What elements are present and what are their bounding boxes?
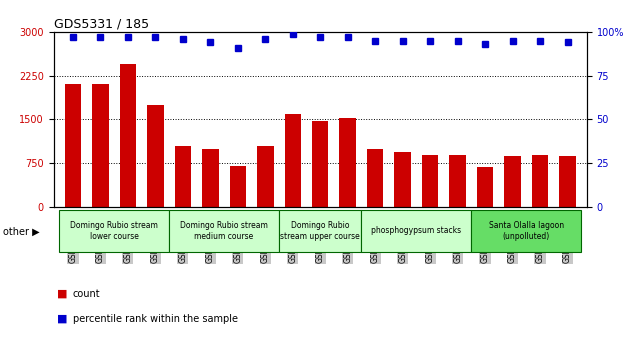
Text: ■: ■ [57, 314, 68, 324]
Bar [230, 166, 246, 207]
Bar [285, 114, 301, 207]
Bar [175, 146, 191, 207]
Bar [362, 210, 471, 252]
Text: ■: ■ [57, 289, 68, 299]
Text: percentile rank within the sample: percentile rank within the sample [73, 314, 237, 324]
Text: Domingo Rubio stream
lower course: Domingo Rubio stream lower course [70, 221, 158, 241]
Bar [367, 149, 384, 207]
Text: count: count [73, 289, 100, 299]
Bar [92, 85, 109, 207]
Bar [449, 154, 466, 207]
Bar [471, 210, 581, 252]
Text: GDS5331 / 185: GDS5331 / 185 [54, 18, 149, 31]
Bar [559, 156, 576, 207]
Text: phosphogypsum stacks: phosphogypsum stacks [372, 227, 461, 235]
Bar [312, 121, 329, 207]
Bar [477, 167, 493, 207]
Bar [120, 64, 136, 207]
Text: Domingo Rubio
stream upper course: Domingo Rubio stream upper course [280, 221, 360, 241]
Bar [202, 149, 218, 207]
Bar [339, 118, 356, 207]
Text: other ▶: other ▶ [3, 227, 40, 237]
Bar [59, 210, 169, 252]
Bar [422, 154, 439, 207]
Bar [147, 105, 163, 207]
Text: Santa Olalla lagoon
(unpolluted): Santa Olalla lagoon (unpolluted) [489, 221, 564, 241]
Text: Domingo Rubio stream
medium course: Domingo Rubio stream medium course [180, 221, 268, 241]
Bar [532, 154, 548, 207]
Bar [257, 146, 273, 207]
Bar [169, 210, 279, 252]
Bar [64, 85, 81, 207]
Bar [504, 156, 521, 207]
Bar [394, 152, 411, 207]
Bar [279, 210, 362, 252]
